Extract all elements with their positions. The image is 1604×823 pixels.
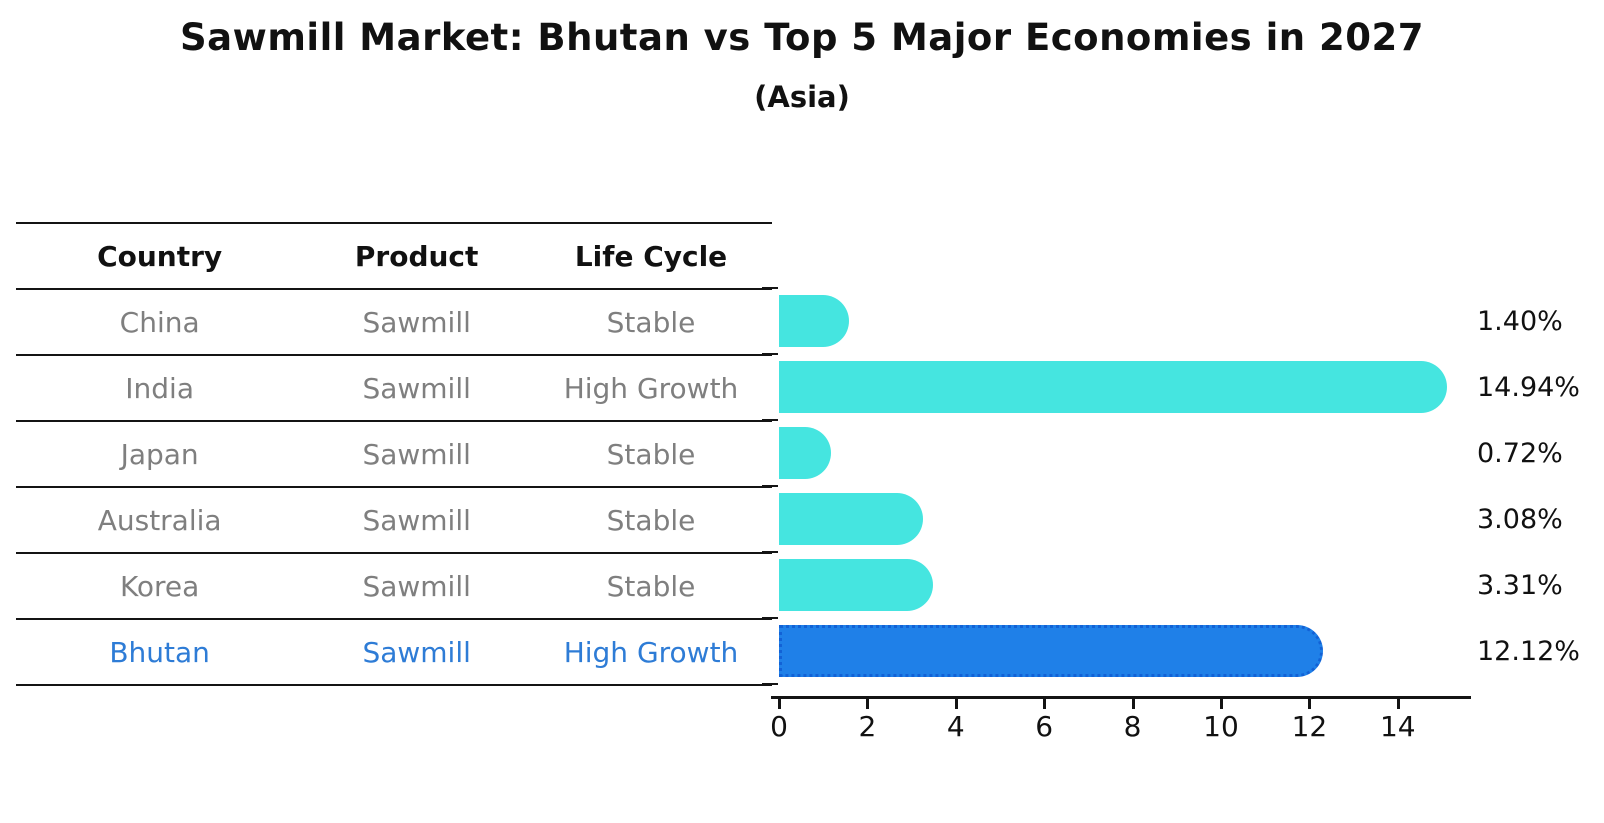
x-tick-mark bbox=[1396, 699, 1400, 709]
bar-india bbox=[779, 361, 1447, 413]
bar-row-india: 14.94% bbox=[779, 354, 1604, 420]
cell-life-cycle: Stable bbox=[606, 503, 696, 537]
x-tick-label: 8 bbox=[1123, 710, 1142, 743]
x-tick-mark bbox=[1220, 699, 1223, 709]
table-row-india: India Sawmill High Growth bbox=[16, 356, 772, 422]
bar-value-australia: 3.08% bbox=[1477, 503, 1563, 535]
x-tick-mark bbox=[866, 699, 870, 709]
cell-life-cycle: High Growth bbox=[563, 635, 739, 669]
table-row-australia: Australia Sawmill Stable bbox=[16, 488, 772, 554]
column-header-life-cycle: Life Cycle bbox=[574, 239, 728, 273]
bar-japan bbox=[779, 427, 831, 479]
table-header-row: Country Product Life Cycle bbox=[16, 224, 772, 290]
country-info-table: Country Product Life Cycle China Sawmill… bbox=[16, 222, 772, 686]
x-tick-mark bbox=[1308, 699, 1312, 709]
bar-value-china: 1.40% bbox=[1477, 305, 1563, 337]
cell-country: Bhutan bbox=[109, 635, 210, 669]
x-tick-label: 14 bbox=[1379, 710, 1416, 743]
table-row-japan: Japan Sawmill Stable bbox=[16, 422, 772, 488]
bar-row-australia: 3.08% bbox=[779, 486, 1604, 552]
cell-country: Korea bbox=[119, 569, 200, 603]
x-tick-label: 12 bbox=[1291, 710, 1328, 743]
y-tick-mark bbox=[762, 353, 778, 355]
y-tick-mark bbox=[762, 683, 778, 685]
x-tick-label: 2 bbox=[858, 710, 877, 743]
x-tick-mark bbox=[778, 699, 781, 709]
table-row-china: China Sawmill Stable bbox=[16, 290, 772, 356]
column-header-product: Product bbox=[354, 239, 479, 273]
cell-product: Sawmill bbox=[362, 569, 471, 603]
bar-row-japan: 0.72% bbox=[779, 420, 1604, 486]
y-tick-mark bbox=[762, 551, 778, 553]
y-tick-mark bbox=[762, 485, 778, 487]
bar-value-korea: 3.31% bbox=[1477, 569, 1563, 601]
cell-life-cycle: Stable bbox=[606, 305, 696, 339]
x-tick-mark bbox=[1131, 699, 1135, 709]
bar-korea bbox=[779, 559, 933, 611]
bar-row-korea: 3.31% bbox=[779, 552, 1604, 618]
cell-country: China bbox=[119, 305, 200, 339]
table-row-korea: Korea Sawmill Stable bbox=[16, 554, 772, 620]
cell-country: Japan bbox=[120, 437, 199, 471]
cell-product: Sawmill bbox=[362, 371, 471, 405]
cell-product: Sawmill bbox=[362, 503, 471, 537]
x-tick-mark bbox=[954, 699, 958, 709]
y-tick-mark bbox=[762, 419, 778, 421]
bar-row-china: 1.40% bbox=[779, 288, 1604, 354]
y-tick-mark bbox=[762, 287, 778, 289]
table-row-bhutan: Bhutan Sawmill High Growth bbox=[16, 620, 772, 686]
bar-row-bhutan: 12.12% bbox=[779, 618, 1604, 684]
x-tick-label: 6 bbox=[1035, 710, 1054, 743]
bar-plot-area: 1.40% 14.94% 0.72% 3.08% 3.31% 12.12% bbox=[779, 288, 1604, 684]
bar-australia bbox=[779, 493, 923, 545]
bar-bhutan bbox=[779, 625, 1323, 677]
x-tick-label: 0 bbox=[770, 710, 788, 743]
y-tick-mark bbox=[762, 617, 778, 619]
cell-product: Sawmill bbox=[362, 437, 471, 471]
x-tick-mark bbox=[1043, 699, 1047, 709]
bar-china bbox=[779, 295, 849, 347]
column-header-country: Country bbox=[97, 239, 223, 273]
cell-product: Sawmill bbox=[362, 305, 471, 339]
cell-product: Sawmill bbox=[362, 635, 471, 669]
bar-value-bhutan: 12.12% bbox=[1477, 635, 1580, 667]
bar-value-japan: 0.72% bbox=[1477, 437, 1563, 469]
x-tick-label: 10 bbox=[1203, 710, 1239, 743]
bar-value-india: 14.94% bbox=[1477, 371, 1580, 403]
cell-country: Australia bbox=[97, 503, 222, 537]
cell-country: India bbox=[125, 371, 194, 405]
x-tick-label: 4 bbox=[946, 710, 965, 743]
cell-life-cycle: High Growth bbox=[563, 371, 739, 405]
chart-subtitle: (Asia) bbox=[754, 80, 850, 114]
x-axis-line bbox=[771, 696, 1471, 699]
cell-life-cycle: Stable bbox=[606, 569, 696, 603]
cell-life-cycle: Stable bbox=[606, 437, 696, 471]
chart-title: Sawmill Market: Bhutan vs Top 5 Major Ec… bbox=[180, 16, 1424, 59]
